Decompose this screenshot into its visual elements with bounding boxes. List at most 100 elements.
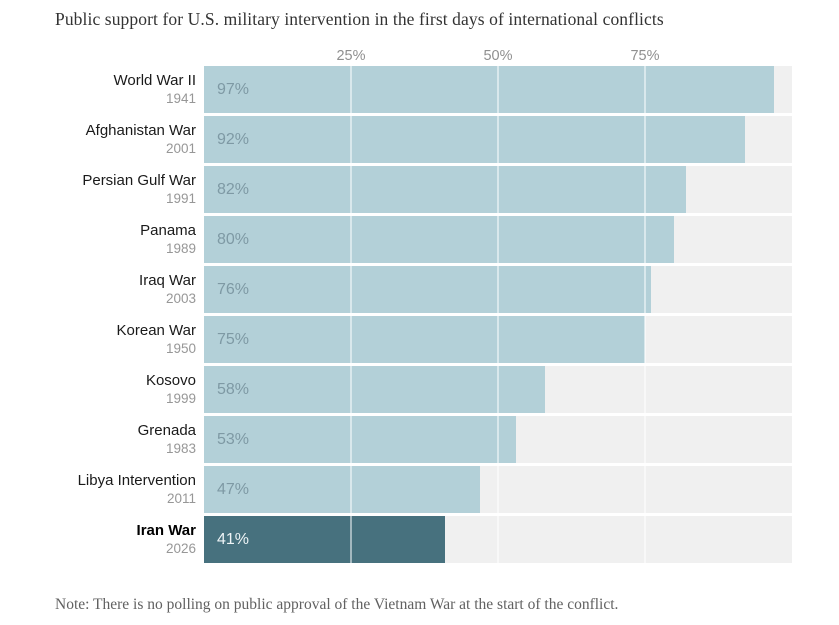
category-label-cell: Panama 1989 [55, 216, 204, 263]
gridline [644, 216, 646, 263]
chart-row: Korean War 1950 75% [55, 316, 792, 366]
category-label: Persian Gulf War [82, 172, 196, 189]
bar-value-label: 92% [217, 130, 250, 148]
bar-track: 97% [204, 66, 792, 113]
bar-value-label: 53% [217, 430, 250, 448]
bar [204, 266, 651, 313]
category-label: Afghanistan War [85, 122, 196, 139]
category-label-cell: Iraq War 2003 [55, 266, 204, 313]
bar-value-label: 97% [217, 80, 250, 98]
gridline [350, 216, 352, 263]
bar [204, 316, 645, 363]
chart-row: World War II 1941 97% [55, 66, 792, 116]
bar [204, 116, 745, 163]
gridline [497, 366, 499, 413]
axis-label-spacer [55, 42, 204, 66]
category-year: 1950 [165, 341, 196, 356]
bar-value-label: 76% [217, 280, 250, 298]
chart-row: Panama 1989 80% [55, 216, 792, 266]
chart-row: Afghanistan War 2001 92% [55, 116, 792, 166]
category-label-cell: Afghanistan War 2001 [55, 116, 204, 163]
chart-row: Iraq War 2003 76% [55, 266, 792, 316]
bar-value-label: 47% [217, 480, 250, 498]
bar-track: 76% [204, 266, 792, 313]
gridline [350, 316, 352, 363]
bar-value-label: 41% [217, 530, 250, 548]
category-year: 1989 [165, 241, 196, 256]
category-label: Iran War [136, 522, 196, 539]
bar-track: 47% [204, 466, 792, 513]
chart-row: Grenada 1983 53% [55, 416, 792, 466]
category-year: 1991 [165, 191, 196, 206]
gridline [497, 216, 499, 263]
category-label-cell: Grenada 1983 [55, 416, 204, 463]
gridline [350, 516, 352, 563]
gridline [644, 116, 646, 163]
bar-value-label: 80% [217, 230, 250, 248]
gridline [497, 516, 499, 563]
category-label: Iraq War [139, 272, 196, 289]
gridline [497, 466, 499, 513]
gridline [644, 366, 646, 413]
bar-value-label: 75% [217, 330, 250, 348]
x-tick-label: 75% [630, 48, 660, 64]
bar [204, 66, 775, 113]
chart-note: Note: There is no polling on public appr… [55, 596, 619, 613]
gridline [497, 166, 499, 213]
category-year: 2011 [166, 491, 196, 506]
gridline [644, 66, 646, 113]
bar [204, 466, 481, 513]
gridline [644, 266, 646, 313]
chart-rows: World War II 1941 97% Afghanistan War 2001 92… [55, 66, 792, 566]
category-year: 2001 [165, 141, 196, 156]
bar [204, 516, 446, 563]
category-year: 1999 [165, 391, 196, 406]
chart-title: Public support for U.S. military interve… [55, 9, 664, 29]
gridline [350, 116, 352, 163]
bar [204, 216, 675, 263]
gridline [497, 316, 499, 363]
category-year: 2003 [165, 291, 196, 306]
chart-row: Kosovo 1999 58% [55, 366, 792, 416]
gridline [644, 166, 646, 213]
chart-row: Libya Intervention 2011 47% [55, 466, 792, 516]
gridline [497, 116, 499, 163]
category-label-cell: Persian Gulf War 1991 [55, 166, 204, 213]
gridline [350, 416, 352, 463]
bar-chart: 25% 50% 75% World War II 1941 97% Afghanistan… [55, 42, 792, 566]
x-axis-ticks: 25% 50% 75% [204, 42, 792, 66]
gridline [497, 416, 499, 463]
bar-track: 75% [204, 316, 792, 363]
gridline [497, 66, 499, 113]
bar [204, 366, 546, 413]
chart-row: Persian Gulf War 1991 82% [55, 166, 792, 216]
category-label: Kosovo [145, 372, 196, 389]
x-tick-label: 25% [336, 48, 366, 64]
category-label: Libya Intervention [77, 472, 196, 489]
bar-value-label: 58% [217, 380, 250, 398]
gridline [350, 366, 352, 413]
gridline [644, 316, 646, 363]
gridline [644, 466, 646, 513]
gridline [497, 266, 499, 313]
bar-track: 53% [204, 416, 792, 463]
gridline [350, 266, 352, 313]
category-label: Panama [140, 222, 196, 239]
gridline [350, 66, 352, 113]
x-tick-label: 50% [483, 48, 513, 64]
category-label-cell: Iran War 2026 [55, 516, 204, 563]
category-label: Korean War [116, 322, 196, 339]
bar [204, 416, 516, 463]
category-year: 2026 [165, 541, 196, 556]
category-label-cell: Korean War 1950 [55, 316, 204, 363]
category-label-cell: World War II 1941 [55, 66, 204, 113]
category-label-cell: Libya Intervention 2011 [55, 466, 204, 513]
x-axis: 25% 50% 75% [55, 42, 792, 66]
bar-track: 82% [204, 166, 792, 213]
chart-row: Iran War 2026 41% [55, 516, 792, 566]
bar [204, 166, 687, 213]
bar-track: 58% [204, 366, 792, 413]
bar-track: 92% [204, 116, 792, 163]
gridline [350, 166, 352, 213]
